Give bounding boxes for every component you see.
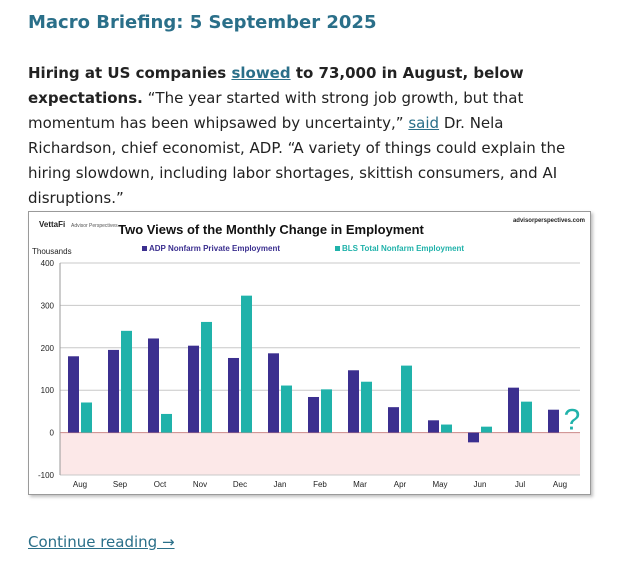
x-tick-label: Sep	[113, 480, 128, 489]
x-tick-label: Mar	[353, 480, 367, 489]
lead-text: Hiring at US companies slowed to 73,000 …	[28, 64, 524, 107]
bar	[201, 321, 212, 433]
x-tick-label: Dec	[233, 480, 247, 489]
bar	[321, 389, 332, 433]
bar	[468, 432, 479, 443]
bar	[68, 356, 79, 433]
bar	[228, 357, 239, 433]
quote-part-1: “The year started with strong job growth…	[28, 89, 524, 132]
bar	[268, 353, 279, 433]
y-tick-label: 100	[41, 386, 55, 395]
bar	[108, 349, 119, 433]
lead-post: to 73,000 in August, below expectations.	[28, 64, 524, 107]
bar	[308, 396, 319, 433]
x-tick-label: Aug	[73, 480, 87, 489]
x-tick-label: Nov	[193, 480, 207, 489]
bar	[121, 330, 132, 433]
bar	[361, 381, 372, 433]
post-excerpt: Hiring at US companies slowed to 73,000 …	[28, 61, 596, 211]
y-tick-label: 300	[41, 301, 55, 310]
x-tick-label: Apr	[394, 480, 407, 489]
brand-logo: VettaFi	[39, 220, 65, 229]
legend-swatch	[335, 246, 340, 251]
y-tick-label: 400	[41, 259, 55, 268]
x-tick-label: Jun	[474, 480, 487, 489]
bar	[388, 407, 399, 433]
said-link[interactable]: said	[408, 114, 440, 132]
post-title: Macro Briefing: 5 September 2025	[28, 12, 377, 33]
bar	[521, 401, 532, 433]
chart-title: Two Views of the Monthly Change in Emplo…	[118, 222, 424, 237]
bar	[401, 365, 412, 433]
bar	[508, 387, 519, 433]
source-label: advisorperspectives.com	[513, 218, 585, 224]
brand-sub: Advisor Perspectives	[71, 223, 118, 229]
x-tick-label: Jul	[515, 480, 525, 489]
question-mark-annotation: ?	[564, 404, 581, 437]
bar	[188, 345, 199, 433]
bar	[348, 370, 359, 433]
employment-chart: -100 0 100 200 300 400 VettaFi Advisor Perspect…	[28, 211, 591, 495]
chart-svg: -100 0 100 200 300 400 VettaFi Advisor Perspect…	[32, 218, 585, 489]
legend-label: ADP Nonfarm Private Employment	[149, 244, 280, 253]
lead-pre: Hiring at US companies	[28, 64, 232, 82]
negative-region	[60, 432, 580, 475]
x-tick-label: Jan	[274, 480, 287, 489]
y-tick-label: -100	[38, 471, 55, 480]
bar	[548, 409, 559, 433]
bar	[481, 426, 492, 433]
bar	[148, 338, 159, 433]
legend-label: BLS Total Nonfarm Employment	[342, 244, 464, 253]
y-tick-label: 200	[41, 344, 55, 353]
bar	[161, 413, 172, 433]
bar	[281, 385, 292, 433]
slowed-link[interactable]: slowed	[231, 64, 291, 82]
y-axis-label: Thousands	[32, 247, 72, 256]
x-tick-label: Feb	[313, 480, 327, 489]
y-tick-label: 0	[50, 429, 55, 438]
bar	[241, 295, 252, 433]
x-tick-label: May	[432, 480, 447, 489]
bar	[428, 420, 439, 433]
quote-part-2: Dr. Nela Richardson, chief economist, AD…	[28, 114, 566, 207]
bar	[441, 424, 452, 433]
continue-reading-link[interactable]: Continue reading →	[28, 533, 175, 551]
x-tick-label: Aug	[553, 480, 567, 489]
legend-swatch	[142, 246, 147, 251]
bar	[81, 402, 92, 433]
x-tick-label: Oct	[154, 480, 167, 489]
